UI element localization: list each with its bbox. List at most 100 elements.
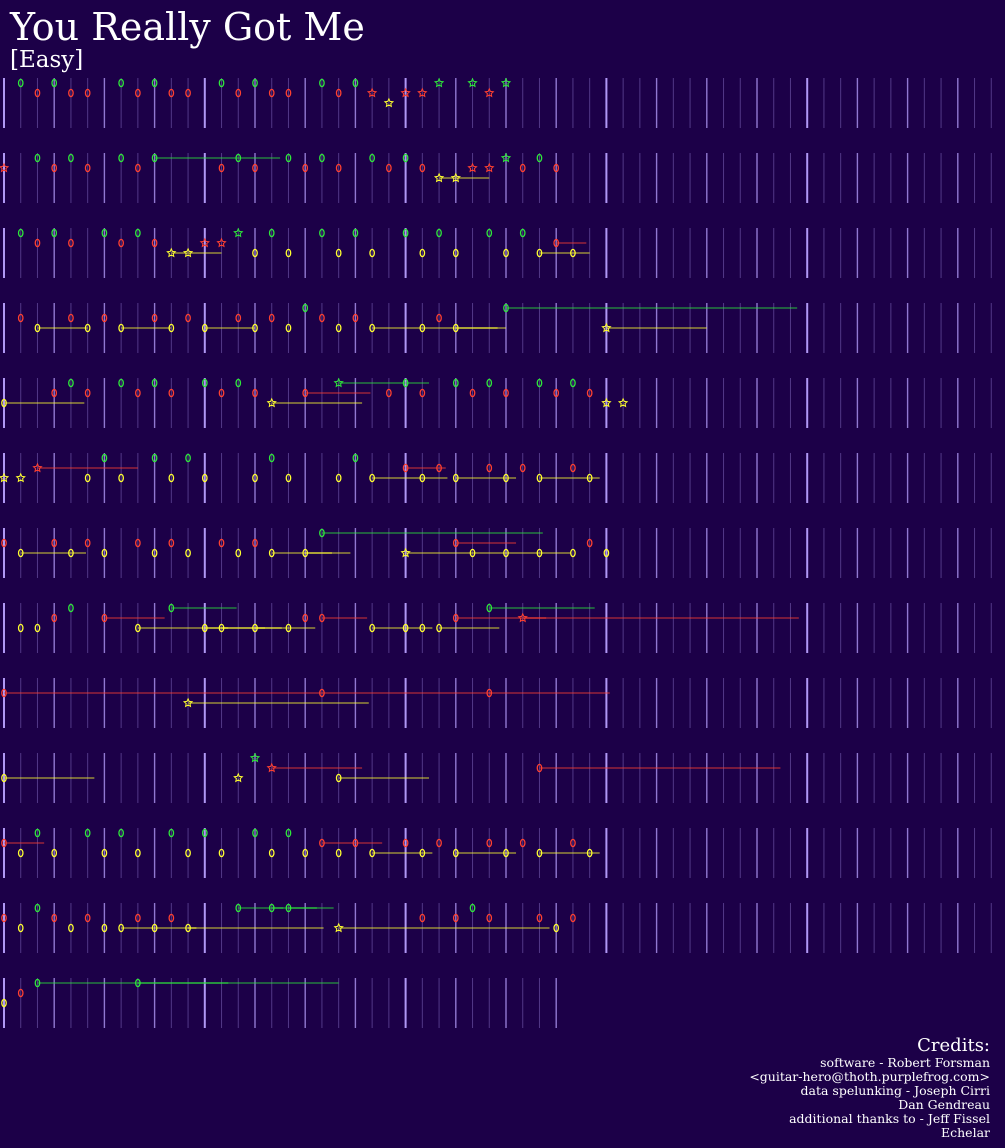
green-note xyxy=(151,153,158,163)
green-note xyxy=(352,78,359,88)
yellow-note xyxy=(570,248,576,258)
green-note xyxy=(352,228,359,238)
yellow-note xyxy=(335,323,342,333)
red-note xyxy=(268,313,275,323)
credits-line: data spelunking - Joseph Cirri xyxy=(800,1083,991,1098)
yellow-note xyxy=(84,473,91,483)
yellow-note xyxy=(402,623,409,633)
red-star-note xyxy=(0,162,10,173)
yellow-note xyxy=(68,548,74,558)
red-note xyxy=(570,838,576,848)
yellow-note xyxy=(1,998,7,1008)
red-note xyxy=(553,238,560,248)
chart-row xyxy=(1,752,992,803)
yellow-star-note xyxy=(266,397,277,408)
green-note xyxy=(536,378,543,388)
red-star-note xyxy=(32,462,43,473)
yellow-note xyxy=(586,848,593,858)
chart-row xyxy=(0,453,992,503)
yellow-note xyxy=(185,923,191,933)
green-note xyxy=(319,228,325,238)
green-note xyxy=(486,603,493,613)
yellow-note xyxy=(570,548,576,558)
yellow-note xyxy=(335,248,342,258)
yellow-note xyxy=(536,248,543,258)
red-note xyxy=(486,913,493,923)
yellow-note xyxy=(1,773,7,783)
green-note xyxy=(135,228,141,238)
yellow-note xyxy=(419,848,426,858)
yellow-note xyxy=(369,248,375,258)
yellow-note xyxy=(268,848,275,858)
yellow-star-note xyxy=(601,322,612,333)
red-note xyxy=(51,613,58,623)
note-chart xyxy=(0,77,992,1028)
green-note xyxy=(285,903,292,913)
chart-row xyxy=(3,227,992,278)
green-note xyxy=(235,903,242,913)
green-note xyxy=(185,453,191,463)
red-note xyxy=(402,838,409,848)
credits-line: Dan Gendreau xyxy=(898,1097,990,1112)
green-note xyxy=(68,153,74,163)
red-note xyxy=(436,313,442,323)
red-note xyxy=(68,238,74,248)
green-note xyxy=(118,78,124,88)
yellow-note xyxy=(285,473,292,483)
red-star-note xyxy=(366,87,378,98)
red-note xyxy=(252,388,258,398)
red-note xyxy=(252,538,258,548)
yellow-note xyxy=(101,548,108,558)
red-note xyxy=(218,538,225,548)
red-note xyxy=(68,313,74,323)
green-note xyxy=(68,378,74,388)
yellow-note xyxy=(419,473,426,483)
chart-row xyxy=(3,603,992,653)
chart-row xyxy=(1,903,992,953)
yellow-note xyxy=(503,548,509,558)
yellow-note xyxy=(302,848,309,858)
red-note xyxy=(536,763,543,773)
red-note xyxy=(586,538,593,548)
yellow-note xyxy=(17,923,24,933)
red-note xyxy=(51,388,58,398)
difficulty-label: [Easy] xyxy=(10,47,84,73)
yellow-note xyxy=(34,323,41,333)
yellow-note xyxy=(369,473,375,483)
green-note xyxy=(34,153,41,163)
yellow-star-note xyxy=(182,697,194,708)
yellow-note xyxy=(252,623,258,633)
green-note xyxy=(235,153,242,163)
red-note xyxy=(419,913,426,923)
green-star-note xyxy=(333,377,344,388)
red-note xyxy=(185,88,191,98)
red-note xyxy=(84,913,91,923)
green-note xyxy=(268,453,275,463)
red-star-note xyxy=(400,87,411,98)
green-star-note xyxy=(249,752,261,763)
yellow-note xyxy=(68,923,74,933)
red-note xyxy=(335,88,342,98)
green-note xyxy=(201,828,208,838)
green-note xyxy=(319,153,325,163)
green-note xyxy=(17,78,24,88)
green-note xyxy=(302,303,309,313)
green-note xyxy=(168,828,175,838)
red-note xyxy=(352,313,359,323)
yellow-note xyxy=(603,548,610,558)
red-note xyxy=(135,163,141,173)
yellow-star-note xyxy=(601,397,612,408)
green-note xyxy=(118,828,124,838)
green-note xyxy=(536,153,543,163)
chart-row xyxy=(1,828,992,878)
red-note xyxy=(168,538,175,548)
yellow-note xyxy=(185,548,191,558)
red-note xyxy=(235,88,242,98)
yellow-star-note xyxy=(0,472,10,483)
green-note xyxy=(151,453,158,463)
red-note xyxy=(519,163,526,173)
red-note xyxy=(151,313,158,323)
red-note xyxy=(319,313,325,323)
red-note xyxy=(101,613,108,623)
red-star-note xyxy=(417,87,428,98)
